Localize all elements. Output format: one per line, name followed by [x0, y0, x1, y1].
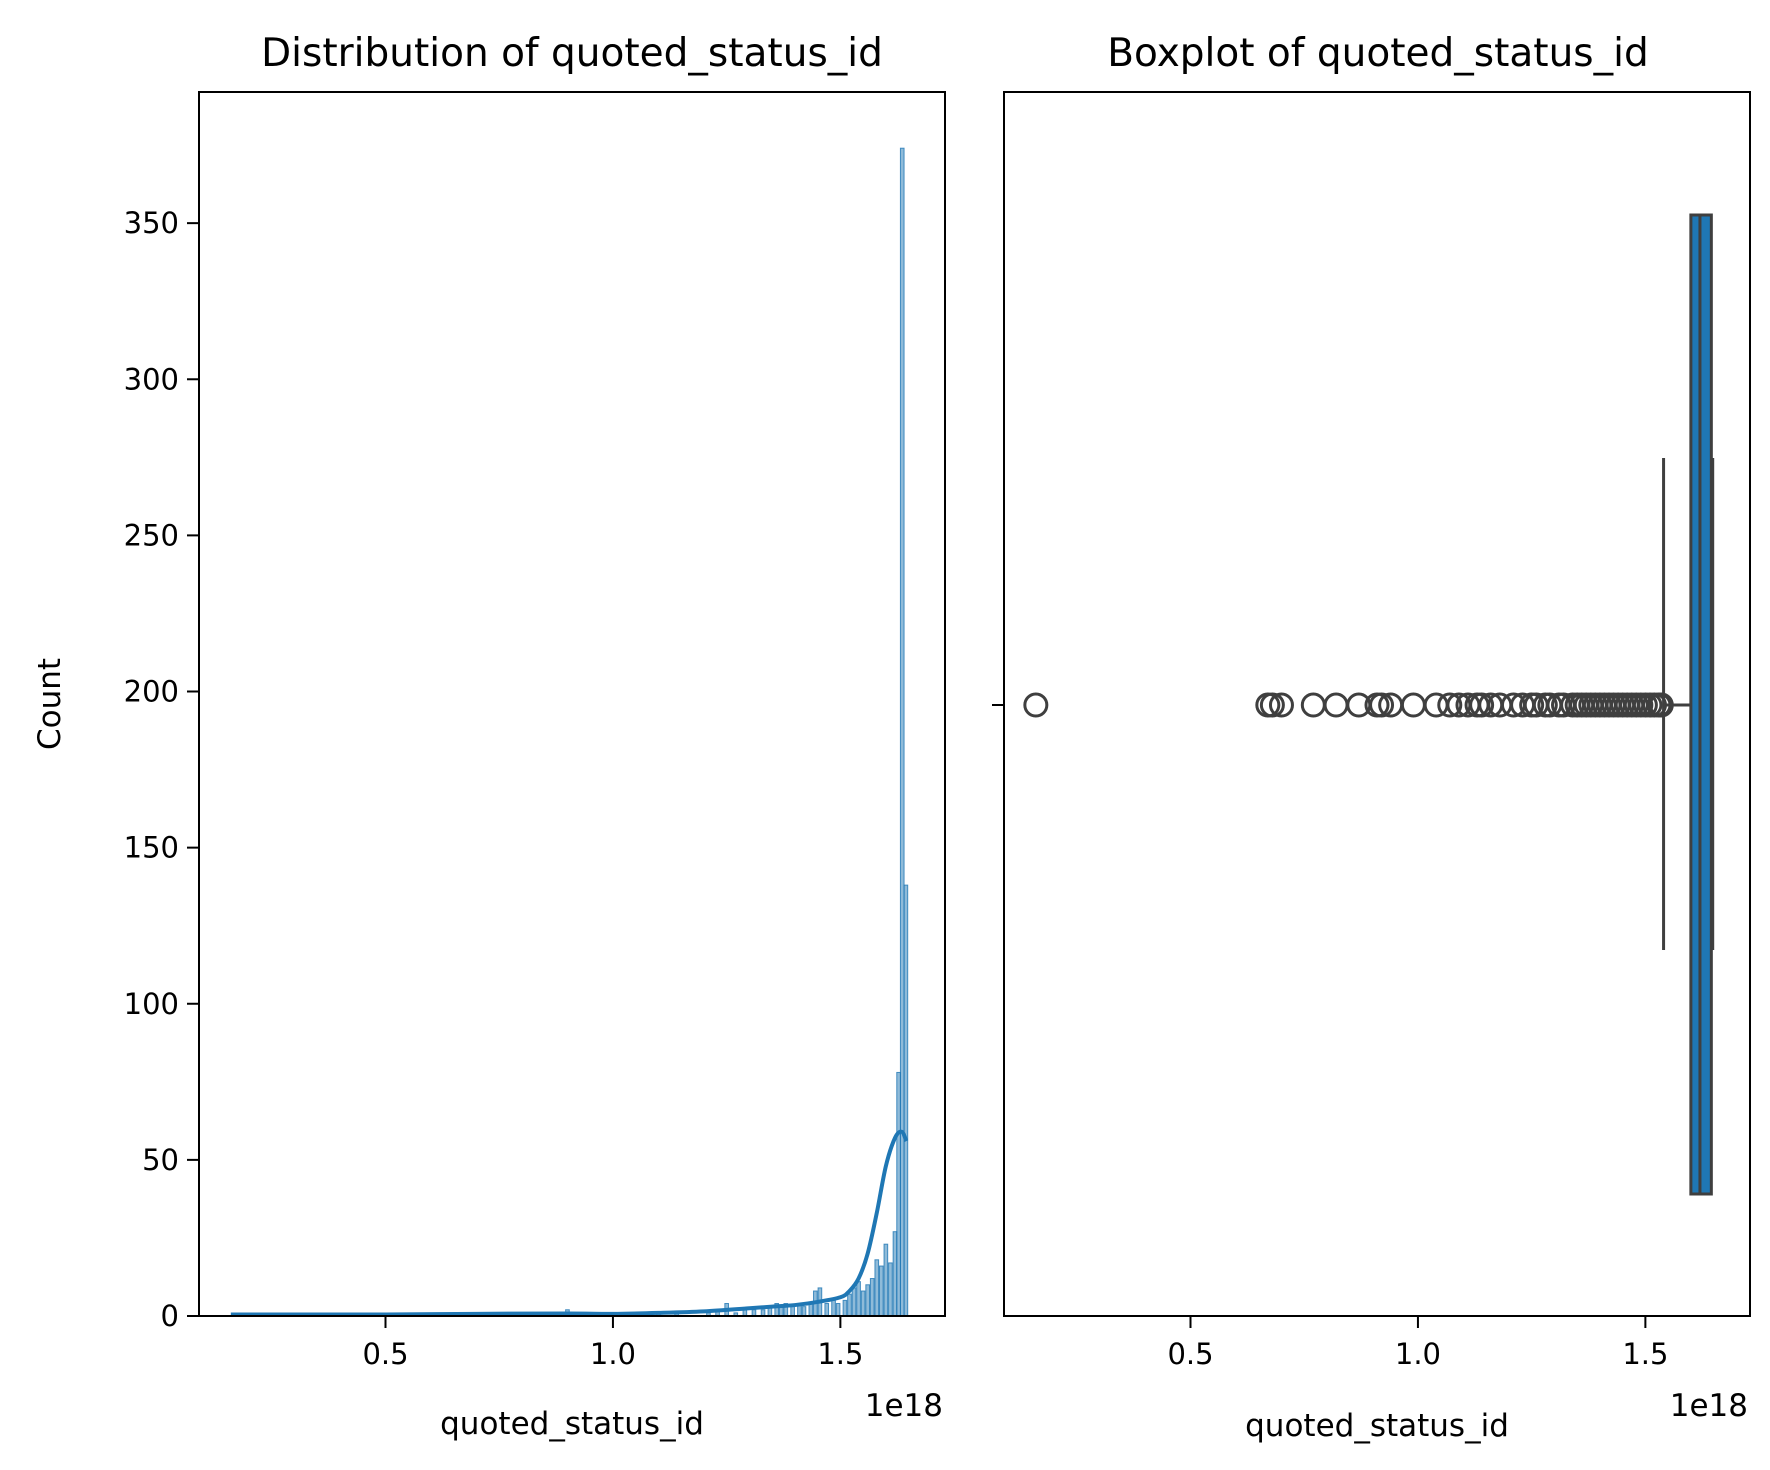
- y-tick-label: 350: [124, 206, 179, 240]
- histogram-bar: [847, 1293, 852, 1317]
- histogram-panel: Distribution of quoted_status_id 0.5 1.0 1…: [32, 31, 946, 1442]
- outlier-point: [1437, 692, 1463, 718]
- histogram-y-ticks: 0 50 100 150 200 250 300 350: [124, 206, 199, 1333]
- histogram-bar: [851, 1287, 857, 1317]
- outlier-point: [1023, 692, 1049, 718]
- histogram-bar: [831, 1299, 836, 1317]
- x-tick-label: 0.5: [1167, 1337, 1213, 1371]
- histogram-bar: [903, 884, 909, 1317]
- kde-line: [230, 1129, 909, 1317]
- histogram-bar: [824, 1303, 830, 1317]
- histogram-y-label: Count: [32, 658, 68, 750]
- y-tick-label: 250: [124, 518, 179, 552]
- x-tick-label: 1.5: [817, 1337, 863, 1371]
- x-tick-label: 1.5: [1622, 1337, 1668, 1371]
- x-tick-label: 1.0: [590, 1337, 636, 1371]
- x-tick-label: 1.0: [1395, 1337, 1441, 1371]
- histogram-bars: [565, 147, 909, 1317]
- histogram-bar: [865, 1284, 870, 1317]
- histogram-bar: [883, 1243, 889, 1317]
- outlier-point: [1400, 692, 1426, 718]
- histogram-x-label: quoted_status_id: [440, 1406, 704, 1442]
- boxplot-x-offset: 1e18: [1670, 1388, 1748, 1424]
- histogram-bar: [860, 1290, 866, 1317]
- histogram-bar: [790, 1306, 795, 1317]
- y-tick-label: 50: [142, 1143, 179, 1177]
- histogram-bar: [801, 1306, 807, 1317]
- histogram-bar: [842, 1299, 848, 1317]
- histogram-x-offset: 1e18: [865, 1388, 943, 1424]
- outlier-point: [1323, 692, 1349, 718]
- histogram-bar: [835, 1303, 841, 1317]
- boxplot-outliers: [1023, 692, 1674, 718]
- histogram-bar: [892, 1231, 898, 1317]
- histogram-title: Distribution of quoted_status_id: [261, 31, 883, 76]
- histogram-x-ticks: 0.5 1.0 1.5: [362, 1316, 863, 1371]
- outlier-point: [1300, 692, 1326, 718]
- y-tick-label: 150: [124, 831, 179, 865]
- outlier-point: [1469, 692, 1495, 718]
- outlier-point: [1259, 692, 1285, 718]
- y-tick-label: 300: [124, 362, 179, 396]
- histogram-bar: [808, 1303, 814, 1317]
- histogram-bar: [899, 147, 905, 1317]
- outlier-point: [1268, 692, 1294, 718]
- boxplot-box: [1662, 213, 1715, 1196]
- histogram-bar: [878, 1265, 884, 1317]
- x-tick-label: 0.5: [362, 1337, 408, 1371]
- boxplot-x-label: quoted_status_id: [1245, 1408, 1509, 1444]
- y-tick-label: 200: [124, 675, 179, 709]
- outlier-point: [1369, 692, 1395, 718]
- boxplot-title: Boxplot of quoted_status_id: [1107, 31, 1648, 76]
- histogram-axes-frame: [198, 91, 946, 1317]
- y-tick-label: 0: [161, 1299, 179, 1333]
- y-tick-label: 100: [124, 987, 179, 1021]
- boxplot-panel: Boxplot of quoted_status_id 0.5 1.0 1.5 qu…: [992, 31, 1751, 1444]
- histogram-bar: [896, 1071, 901, 1317]
- histogram-bar: [856, 1281, 861, 1317]
- histogram-bar: [869, 1278, 875, 1317]
- histogram-bar: [888, 1262, 893, 1317]
- histogram-bar: [874, 1259, 880, 1317]
- boxplot-x-ticks: 0.5 1.0 1.5: [1167, 1316, 1668, 1371]
